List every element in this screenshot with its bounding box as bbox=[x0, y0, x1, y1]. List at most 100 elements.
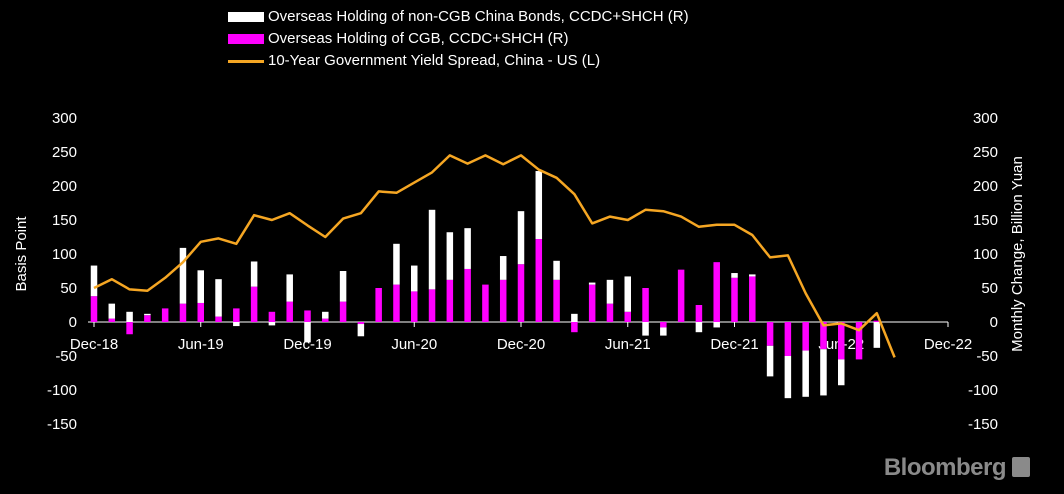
bar-non-cgb bbox=[446, 232, 454, 280]
bar-cgb bbox=[802, 322, 809, 351]
legend: Overseas Holding of non-CGB China Bonds,… bbox=[228, 6, 689, 72]
bar-non-cgb bbox=[838, 359, 845, 386]
y-left-tick-label: 200 bbox=[52, 178, 77, 195]
spread-line bbox=[93, 154, 896, 358]
bar-cgb bbox=[642, 288, 649, 322]
bar-non-cgb bbox=[766, 345, 774, 377]
bar-cgb bbox=[375, 288, 382, 322]
bar-cgb bbox=[553, 279, 560, 322]
bloomberg-watermark: Bloomberg bbox=[884, 454, 1030, 482]
bar-cgb bbox=[411, 291, 418, 322]
y-left-tick-label: 50 bbox=[60, 280, 77, 297]
bar-cgb bbox=[660, 322, 667, 328]
bar-non-cgb bbox=[250, 261, 258, 287]
y-left-tick-label: 0 bbox=[69, 314, 77, 331]
y-left-tick-label: -100 bbox=[47, 382, 77, 399]
bar-cgb bbox=[766, 322, 774, 346]
bar-non-cgb bbox=[90, 265, 98, 297]
y-left-tick-label: 250 bbox=[52, 144, 77, 161]
legend-item-cgb: Overseas Holding of CGB, CCDC+SHCH (R) bbox=[228, 28, 689, 50]
bar-cgb bbox=[624, 311, 631, 322]
x-tick-label: Dec-21 bbox=[710, 336, 758, 353]
legend-label-non-cgb: Overseas Holding of non-CGB China Bonds,… bbox=[268, 8, 689, 25]
bar-cgb bbox=[357, 322, 365, 325]
bar-cgb bbox=[144, 315, 151, 322]
bar-cgb bbox=[535, 239, 543, 322]
y-right-tick-label: 100 bbox=[973, 246, 998, 263]
bar-non-cgb bbox=[695, 322, 703, 333]
bar-cgb bbox=[161, 308, 169, 322]
bar-non-cgb bbox=[179, 247, 187, 304]
bar-non-cgb bbox=[233, 322, 240, 327]
bar-cgb bbox=[749, 276, 756, 322]
x-tick-label: Jun-21 bbox=[605, 336, 651, 353]
y-right-tick-label: 0 bbox=[990, 314, 998, 331]
y-left-tick-label: 150 bbox=[52, 212, 77, 229]
bar-cgb bbox=[179, 303, 187, 322]
bar-non-cgb bbox=[411, 265, 418, 292]
bar-cgb bbox=[571, 322, 578, 333]
bar-non-cgb bbox=[731, 273, 738, 278]
bar-cgb bbox=[482, 284, 489, 322]
bar-cgb bbox=[731, 277, 738, 322]
bar-cgb bbox=[215, 316, 222, 322]
y-right-tick-label: 250 bbox=[973, 144, 998, 161]
x-tick-label: Dec-18 bbox=[70, 336, 118, 353]
bar-cgb bbox=[233, 308, 240, 322]
x-tick-label: Jun-19 bbox=[178, 336, 224, 353]
bar-cgb bbox=[250, 286, 258, 322]
bar-cgb bbox=[784, 322, 792, 356]
bar-cgb bbox=[90, 296, 98, 322]
bar-non-cgb bbox=[713, 322, 720, 328]
bar-cgb bbox=[838, 322, 845, 360]
bar-cgb bbox=[499, 279, 507, 322]
y-left-tick-label: -50 bbox=[55, 348, 77, 365]
bar-cgb bbox=[197, 302, 204, 322]
bar-cgb bbox=[820, 322, 827, 350]
y-right-tick-label: 50 bbox=[981, 280, 998, 297]
bar-non-cgb bbox=[606, 279, 614, 304]
legend-item-non-cgb: Overseas Holding of non-CGB China Bonds,… bbox=[228, 6, 689, 28]
bar-non-cgb bbox=[642, 322, 649, 336]
bar-non-cgb bbox=[108, 303, 116, 319]
bar-non-cgb bbox=[428, 209, 436, 290]
bar-cgb bbox=[713, 262, 720, 322]
bar-non-cgb bbox=[144, 313, 151, 316]
y-right-tick-label: -100 bbox=[968, 382, 998, 399]
bar-non-cgb bbox=[660, 327, 667, 336]
bar-non-cgb bbox=[553, 260, 560, 280]
bar-non-cgb bbox=[535, 171, 543, 240]
bar-cgb bbox=[446, 279, 454, 322]
bar-non-cgb bbox=[286, 274, 293, 302]
bar-non-cgb bbox=[873, 322, 881, 348]
y-left-tick-label: 300 bbox=[52, 110, 77, 127]
legend-swatch-cgb bbox=[228, 34, 264, 44]
bar-non-cgb bbox=[126, 311, 133, 322]
bar-non-cgb bbox=[197, 270, 204, 303]
bar-cgb bbox=[873, 320, 881, 322]
x-tick-label: Jun-20 bbox=[391, 336, 437, 353]
watermark-text: Bloomberg bbox=[883, 454, 1007, 481]
bar-cgb bbox=[108, 318, 116, 322]
bar-cgb bbox=[286, 301, 293, 322]
bar-non-cgb bbox=[304, 322, 311, 343]
bar-cgb bbox=[855, 322, 863, 360]
y-left-axis-title: Basis Point bbox=[13, 216, 30, 292]
x-tick-label: Dec-22 bbox=[924, 336, 972, 353]
bar-cgb bbox=[339, 301, 347, 322]
bar-non-cgb bbox=[322, 311, 329, 319]
y-right-tick-label: -50 bbox=[976, 348, 998, 365]
bar-non-cgb bbox=[268, 322, 276, 326]
bar-non-cgb bbox=[357, 324, 365, 337]
bar-cgb bbox=[464, 268, 471, 322]
legend-label-spread: 10-Year Government Yield Spread, China -… bbox=[268, 52, 601, 69]
bar-cgb bbox=[126, 322, 133, 335]
bar-non-cgb bbox=[393, 243, 400, 285]
x-tick-label: Dec-20 bbox=[497, 336, 545, 353]
bar-cgb bbox=[588, 284, 596, 322]
bar-cgb bbox=[393, 284, 400, 322]
bar-cgb bbox=[517, 264, 525, 322]
y-right-tick-label: 150 bbox=[973, 212, 998, 229]
bar-non-cgb bbox=[820, 349, 827, 396]
